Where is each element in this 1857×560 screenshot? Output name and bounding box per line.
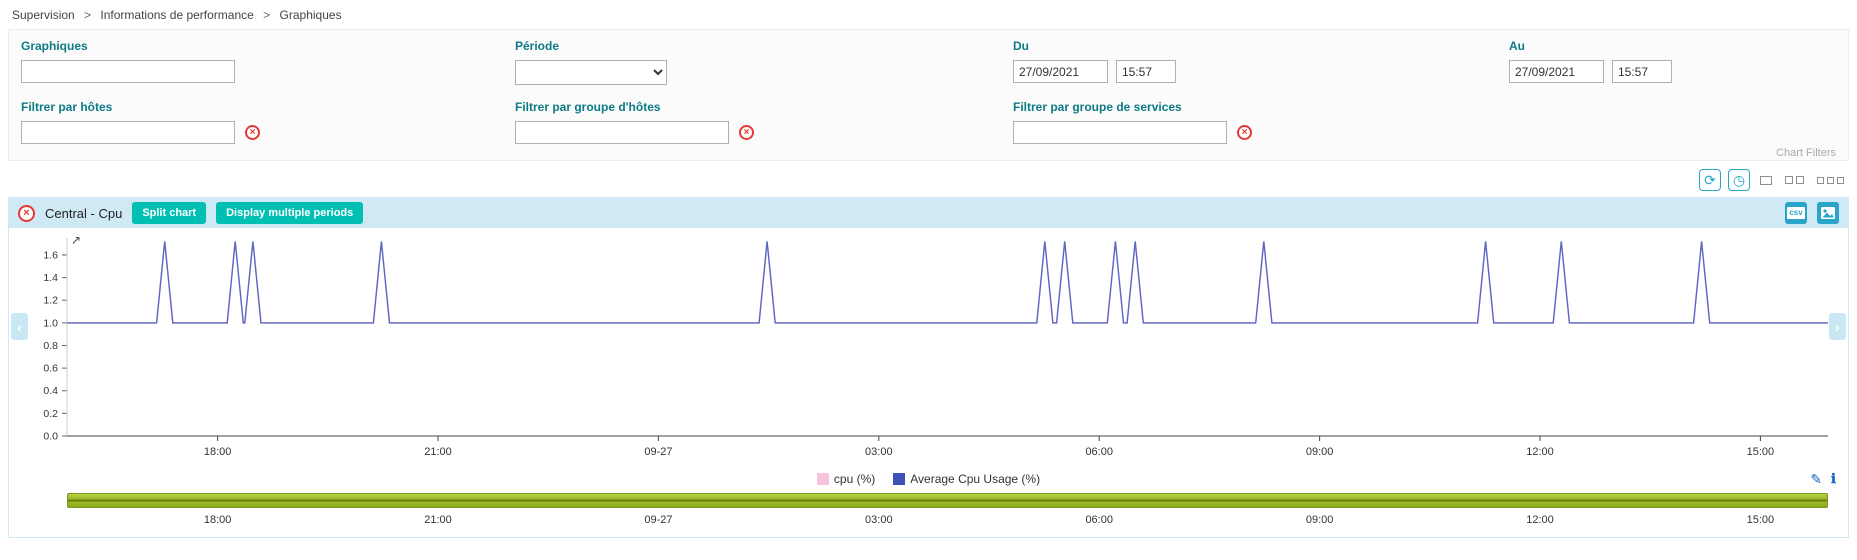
clear-hostgroups-filter-icon[interactable]: × [739,125,754,140]
x-tick-label: 03:00 [865,446,893,458]
series-line [67,241,1828,324]
graphs-input[interactable] [21,60,235,83]
x-tick-label: 15:00 [1747,446,1775,458]
legend-label: cpu (%) [833,472,876,486]
chart-panel: × Central - Cpu Split chart Display mult… [8,197,1849,538]
to-label: Au [1509,39,1525,53]
y-tick-label: 0.2 [43,408,58,420]
clear-hosts-filter-icon[interactable]: × [245,125,260,140]
x-tick-label: 09:00 [1306,446,1334,458]
timeline-tick-label: 15:00 [1746,514,1775,526]
breadcrumb: Supervision > Informations de performanc… [0,0,1857,29]
timeline-tick-label: 21:00 [424,514,452,526]
legend-swatch [816,473,829,485]
from-label: Du [1013,39,1029,53]
timeline-labels: 18:00 21:00 09-27 03:00 06:00 09:00 12:00 15:00 [67,512,1828,529]
split-chart-button[interactable]: Split chart [132,202,207,224]
hostgroups-filter-label: Filtrer par groupe d'hôtes [515,100,661,114]
breadcrumb-supervision[interactable]: Supervision [12,8,75,22]
period-label: Période [515,39,560,53]
y-tick-label: 0.0 [43,431,58,443]
y-tick-label: 1.4 [43,272,58,284]
close-chart-icon[interactable]: × [18,204,35,222]
timeline-brush-bar[interactable] [67,493,1828,508]
legend-tools: ✎ ℹ [1810,471,1836,488]
y-tick-label: 1.2 [43,295,58,307]
chart-header: × Central - Cpu Split chart Display mult… [9,198,1848,228]
timeline-tick-label: 09:00 [1305,514,1334,526]
filter-row-2: Filtrer par hôtes × Filtrer par groupe d… [21,100,1836,144]
to-date-input[interactable] [1509,60,1604,83]
breadcrumb-performance-info[interactable]: Informations de performance [100,8,254,22]
y-tick-label: 0.4 [43,385,58,397]
timeline-tick-label: 18:00 [203,514,232,526]
filter-row-1: Graphiques Période Du Au [21,39,1836,85]
series-line [67,241,1828,324]
brush-icon[interactable]: ✎ [1810,470,1823,487]
refresh-icon[interactable]: ⟳ [1699,169,1721,191]
clear-servicegroups-filter-icon[interactable]: × [1237,125,1252,140]
export-csv-icon[interactable]: csv [1785,202,1807,224]
chart-toolbar: ⟳ ◷ [10,168,1847,192]
chart-filters-caption: Chart Filters [1776,147,1836,159]
legend-items: cpu (%) Average Cpu Usage (%) [816,472,1040,486]
legend-swatch [893,473,906,485]
hostgroups-filter-input[interactable] [515,121,729,144]
x-tick-label: 06:00 [1085,446,1113,458]
timeline-tick-label: 06:00 [1085,514,1113,526]
info-icon[interactable]: ℹ [1831,471,1836,486]
chart-body: 0.0 0.2 0.4 0.6 0.8 1.0 1.2 1.4 1.6 18:00 21:00 09-… [9,228,1848,466]
graphs-label: Graphiques [21,39,88,53]
zoom-reset-icon[interactable]: ↗ [71,233,82,247]
y-tick-label: 1.6 [43,249,58,261]
mini-timeline: 18:00 21:00 09-27 03:00 06:00 09:00 12:00 15:00 [9,492,1848,537]
chart-legend: cpu (%) Average Cpu Usage (%) ✎ ℹ [9,466,1848,492]
x-tick-label: 12:00 [1526,446,1554,458]
x-tick-label: 18:00 [204,446,232,458]
from-date-input[interactable] [1013,60,1108,83]
cpu-chart[interactable]: 0.0 0.2 0.4 0.6 0.8 1.0 1.2 1.4 1.6 18:00 21:00 09-… [9,228,1848,466]
period-clock-icon[interactable]: ◷ [1728,169,1750,191]
export-image-icon[interactable] [1817,202,1839,224]
layout-three-columns-icon[interactable] [1814,175,1847,186]
y-tick-label: 0.8 [43,340,58,352]
filter-panel: Graphiques Période Du Au [8,29,1849,161]
x-tick-label: 21:00 [424,446,452,458]
timeline-tick-label: 09-27 [644,514,673,526]
legend-item[interactable]: cpu (%) [816,472,876,486]
servicegroups-filter-input[interactable] [1013,121,1227,144]
legend-label: Average Cpu Usage (%) [910,472,1041,486]
breadcrumb-separator: > [84,8,92,22]
from-time-input[interactable] [1116,60,1176,83]
breadcrumb-separator: > [263,8,271,22]
legend-item[interactable]: Average Cpu Usage (%) [893,472,1040,486]
breadcrumb-graphiques[interactable]: Graphiques [279,8,342,22]
timeline-tick-label: 12:00 [1526,514,1554,526]
next-period-icon[interactable]: › [1829,313,1846,340]
chart-title: Central - Cpu [45,205,123,221]
period-select[interactable] [515,60,667,85]
timeline-tick-label: 03:00 [865,514,893,526]
layout-one-column-icon[interactable] [1757,174,1775,187]
display-multiple-periods-button[interactable]: Display multiple periods [216,202,364,224]
y-tick-label: 0.6 [43,363,58,375]
to-time-input[interactable] [1612,60,1672,83]
hosts-filter-label: Filtrer par hôtes [21,100,113,114]
previous-period-icon[interactable]: ‹ [11,313,28,340]
hosts-filter-input[interactable] [21,121,235,144]
y-tick-label: 1.0 [43,317,58,329]
layout-two-columns-icon[interactable] [1782,174,1807,186]
servicegroups-filter-label: Filtrer par groupe de services [1013,100,1182,114]
x-tick-label: 09-27 [644,446,672,458]
image-glyph [1821,207,1835,219]
